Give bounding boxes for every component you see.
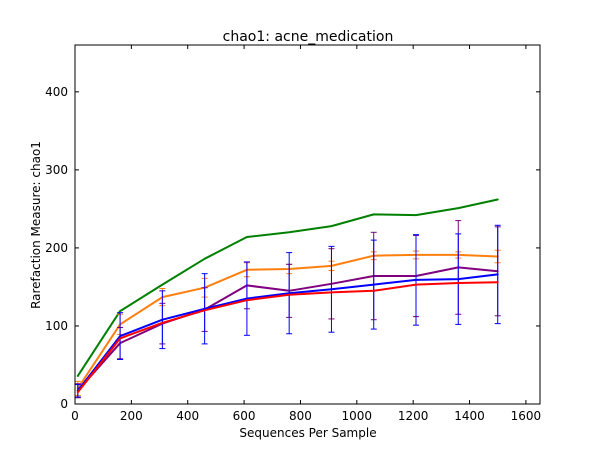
series-layer xyxy=(75,198,501,399)
series-5-line xyxy=(76,281,499,394)
x-tick-label: 1600 xyxy=(511,409,542,423)
x-tick-label: 400 xyxy=(176,409,199,423)
x-tick-label: 0 xyxy=(71,409,79,423)
y-tick-label: 200 xyxy=(45,241,68,255)
x-tick-label: 1000 xyxy=(342,409,373,423)
x-tick-label: 1400 xyxy=(454,409,485,423)
x-axis-title: Sequences Per Sample xyxy=(239,426,376,440)
x-tick-label: 600 xyxy=(233,409,256,423)
series-4 xyxy=(75,224,501,398)
x-tick-label: 800 xyxy=(289,409,312,423)
series-5 xyxy=(76,281,499,394)
x-tick-label: 200 xyxy=(120,409,143,423)
series-1 xyxy=(76,198,499,377)
x-tick-label: 1200 xyxy=(398,409,429,423)
chart-title: chao1: acne_medication xyxy=(223,29,394,45)
plot-frame xyxy=(74,44,541,405)
tick-layer: 0 200 400 600 800 1000 1200 1400 1600 0 100 200 300 4… xyxy=(45,45,541,423)
y-tick-label: 100 xyxy=(45,319,68,333)
y-axis-title: Rarefaction Measure: chao1 xyxy=(29,141,43,309)
series-1-line xyxy=(76,198,499,377)
y-tick-label: 400 xyxy=(45,85,68,99)
y-tick-label: 300 xyxy=(45,163,68,177)
y-tick-label: 0 xyxy=(60,397,68,411)
